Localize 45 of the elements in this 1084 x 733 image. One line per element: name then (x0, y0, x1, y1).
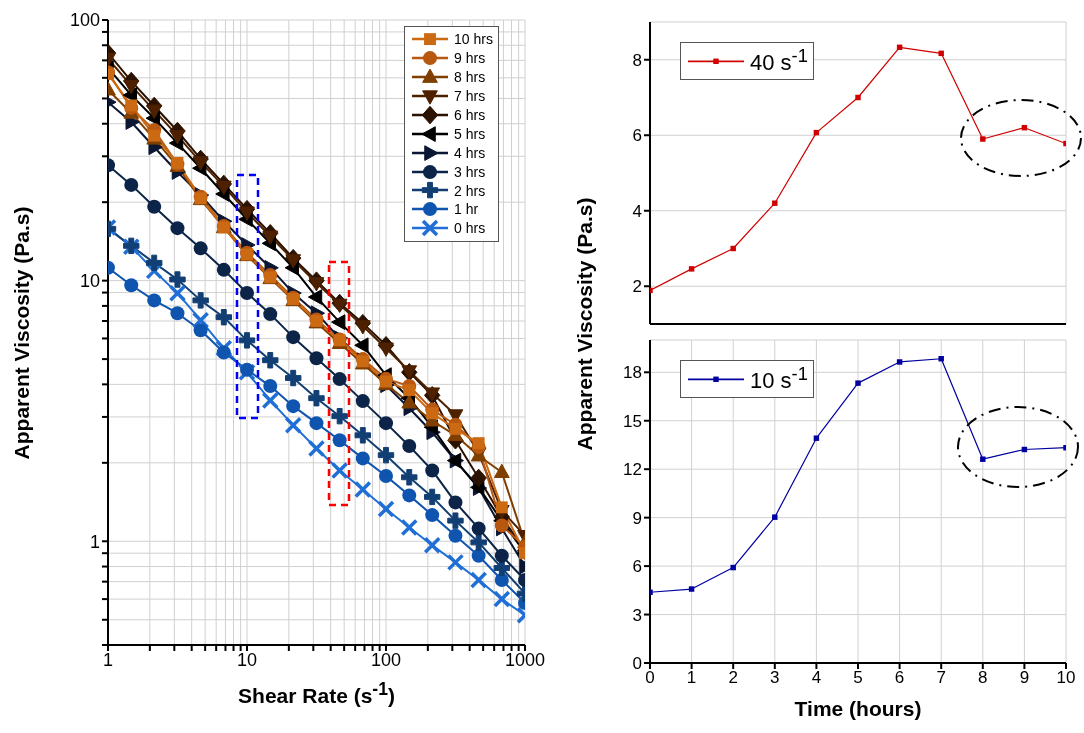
x-tick-label: 0 (645, 668, 655, 688)
legend-label: 9 hrs (454, 50, 486, 67)
x-tick-label: 5 (853, 668, 863, 688)
y-tick-label: 2 (632, 277, 642, 297)
y-axis-title: Apparent Viscosity (Pa.s) (573, 197, 597, 451)
y-tick-label: 15 (623, 411, 642, 431)
legend-label: 2 hrs (454, 182, 486, 199)
x-tick-label: 10 (236, 649, 258, 670)
legend-label: 1 hr (454, 201, 479, 218)
x-tick-label: 8 (978, 668, 988, 688)
y-axis-title: Apparent Viscosity (Pa.s) (10, 206, 34, 459)
x-axis-title: Shear Rate (s$^{-1}$) (237, 679, 396, 708)
legend-label: 10 s$^{-1}$ (750, 363, 808, 395)
x-tick-label: 100 (370, 649, 402, 670)
legend-label: 6 hrs (454, 107, 486, 123)
x-tick-label: 4 (811, 668, 822, 688)
x-tick-label: 1 (102, 649, 114, 670)
legend-label: 4 hrs (454, 144, 486, 161)
legend-label: 5 hrs (454, 125, 486, 142)
y-tick-label: 8 (632, 50, 642, 70)
y-tick-label: 10 (79, 271, 100, 292)
x-tick-label: 1 (686, 668, 697, 688)
y-tick-label: 6 (632, 557, 642, 577)
y-tick-label: 18 (623, 363, 642, 383)
legend-label: 0 hrs (454, 220, 486, 237)
y-tick-label: 12 (623, 460, 642, 480)
x-tick-label: 7 (936, 668, 946, 688)
x-axis-title: Time (hours) (793, 697, 923, 721)
y-tick-label: 9 (632, 508, 642, 528)
x-tick-label: 3 (770, 668, 780, 688)
legend-label: 7 hrs (454, 88, 486, 105)
legend-label: 3 hrs (454, 163, 486, 180)
legend-label: 8 hrs (454, 69, 486, 86)
y-tick-label: 4 (632, 201, 642, 221)
y-tick-label: 6 (632, 126, 642, 146)
legend-label: 40 s$^{-1}$ (750, 45, 808, 77)
x-tick-label: 9 (1019, 668, 1030, 688)
x-tick-label: 6 (894, 668, 905, 688)
x-tick-label: 2 (728, 668, 738, 688)
y-tick-label: 3 (632, 605, 642, 625)
y-tick-label: 100 (69, 10, 100, 31)
x-tick-label: 10 (1056, 668, 1076, 688)
x-tick-label: 1000 (504, 649, 546, 670)
legend-label: 10 hrs (454, 31, 493, 48)
y-tick-label: 1 (89, 531, 100, 552)
